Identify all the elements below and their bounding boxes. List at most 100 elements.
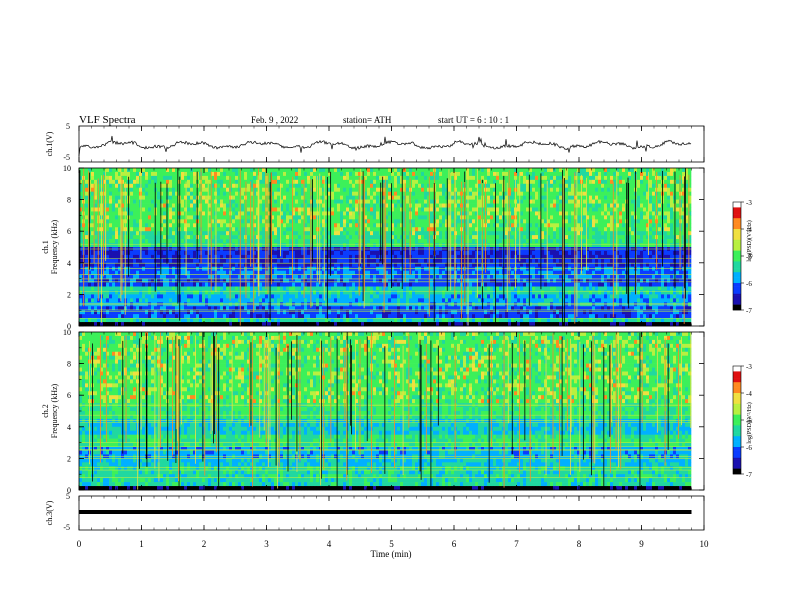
spectrogram-cell bbox=[415, 179, 419, 185]
spectrogram-cell bbox=[115, 187, 119, 192]
spectrogram-cell bbox=[199, 187, 203, 192]
spectrogram-cell bbox=[451, 183, 455, 189]
spectrogram-cell bbox=[346, 171, 350, 177]
spectrogram-cell bbox=[508, 235, 512, 240]
spectrogram-cell bbox=[607, 175, 611, 181]
spectrogram-cell bbox=[313, 187, 317, 192]
spectrogram-cell bbox=[223, 191, 227, 196]
spectrogram-cell bbox=[508, 231, 512, 236]
spectrogram-cell bbox=[280, 195, 284, 200]
spectrogram-cell bbox=[610, 191, 614, 196]
spectrogram-cell bbox=[559, 187, 563, 192]
spectrogram-cell bbox=[142, 211, 146, 216]
spectrogram-cell bbox=[226, 227, 230, 232]
spectrogram-cell bbox=[325, 219, 329, 224]
spectrogram-cell bbox=[157, 207, 161, 212]
spectrogram-cell bbox=[97, 168, 101, 173]
spectrogram-cell bbox=[442, 243, 446, 248]
spectrogram-cell bbox=[196, 243, 200, 248]
spectrogram-cell bbox=[472, 207, 476, 212]
spectrogram-cell bbox=[499, 254, 503, 260]
spectrogram-cell bbox=[340, 227, 344, 232]
spectrogram-cell bbox=[367, 187, 371, 192]
spectrogram-cell bbox=[115, 171, 119, 177]
spectrogram-cell bbox=[640, 211, 644, 216]
spectrogram-cell bbox=[568, 195, 572, 200]
spectrogram-cell bbox=[115, 262, 119, 268]
spectrogram-cell bbox=[559, 203, 563, 208]
spectrogram-cell bbox=[391, 223, 395, 228]
spectrogram-cell bbox=[166, 211, 170, 216]
spectrogram-cell bbox=[247, 227, 251, 232]
spectrogram-cell bbox=[238, 239, 242, 244]
spectrogram-cell bbox=[577, 223, 581, 228]
spectrogram-cell bbox=[172, 179, 176, 185]
spectrogram-cell bbox=[469, 211, 473, 216]
spectrogram-cell bbox=[298, 191, 302, 196]
spectrogram-cell bbox=[682, 175, 686, 181]
spectrogram-cell bbox=[124, 215, 128, 220]
spectrogram-cell bbox=[352, 175, 356, 181]
spectrogram-cell bbox=[583, 203, 587, 208]
spectrogram-cell bbox=[388, 207, 392, 212]
spectrogram-cell bbox=[211, 187, 215, 192]
spectrogram-cell bbox=[658, 243, 662, 248]
spectrogram-cell bbox=[262, 239, 266, 244]
spectrogram-cell bbox=[556, 183, 560, 189]
spectrogram-cell bbox=[538, 215, 542, 220]
spectrogram-cell bbox=[190, 171, 194, 177]
spectrogram-cell bbox=[262, 183, 266, 189]
spectrogram-cell bbox=[199, 231, 203, 236]
spectrogram-cell bbox=[562, 175, 566, 181]
spectrogram-cell bbox=[85, 243, 89, 248]
spectrogram-cell bbox=[208, 195, 212, 200]
spectrogram-cell bbox=[328, 211, 332, 216]
spectrogram-cell bbox=[610, 227, 614, 232]
spectrogram-cell bbox=[307, 203, 311, 208]
spectrogram-cell bbox=[367, 175, 371, 181]
spectrogram-cell bbox=[625, 179, 629, 185]
spectrogram-cell bbox=[622, 243, 626, 248]
spectrogram-cell bbox=[322, 168, 326, 173]
spectrogram-cell bbox=[457, 195, 461, 200]
spectrogram-cell bbox=[598, 254, 602, 260]
spectrogram-cell bbox=[226, 219, 230, 224]
spectrogram-cell bbox=[277, 179, 281, 185]
spectrogram-cell bbox=[394, 199, 398, 204]
spectrogram-cell bbox=[649, 239, 653, 244]
spectrogram-cell bbox=[652, 195, 656, 200]
spectrogram-cell bbox=[274, 199, 278, 204]
spectrogram-cell bbox=[205, 211, 209, 216]
spectrogram-cell bbox=[193, 187, 197, 192]
spectrogram-cell bbox=[535, 223, 539, 228]
spectrogram-cell bbox=[622, 250, 626, 256]
spectrogram-cell bbox=[559, 179, 563, 185]
spectrogram-cell bbox=[382, 211, 386, 216]
spectrogram-cell bbox=[637, 187, 641, 192]
spectrogram-cell bbox=[415, 171, 419, 177]
spectrogram-cell bbox=[361, 183, 365, 189]
spectrogram-cell bbox=[427, 250, 431, 256]
spectrogram-cell bbox=[124, 179, 128, 185]
spectrogram-cell bbox=[190, 183, 194, 189]
spectrogram-cell bbox=[268, 215, 272, 220]
spectrogram-cell bbox=[343, 171, 347, 177]
spectrogram-cell bbox=[367, 235, 371, 240]
spectrogram-cell bbox=[511, 219, 515, 224]
spectrogram-cell bbox=[307, 191, 311, 196]
spectrogram-cell bbox=[508, 195, 512, 200]
spectrogram-cell bbox=[418, 254, 422, 260]
spectrogram-cell bbox=[643, 179, 647, 185]
spectrogram-cell bbox=[262, 207, 266, 212]
spectrogram-cell bbox=[283, 262, 287, 268]
spectrogram-cell bbox=[547, 175, 551, 181]
spectrogram-cell bbox=[586, 171, 590, 177]
spectrogram-cell bbox=[670, 199, 674, 204]
spectrogram-cell bbox=[196, 207, 200, 212]
spectrogram-cell bbox=[256, 168, 260, 173]
spectrogram-cell bbox=[97, 187, 101, 192]
spectrogram-cell bbox=[142, 239, 146, 244]
spectrogram-cell bbox=[265, 183, 269, 189]
spectrogram-cell bbox=[283, 207, 287, 212]
spectrogram-cell bbox=[439, 207, 443, 212]
